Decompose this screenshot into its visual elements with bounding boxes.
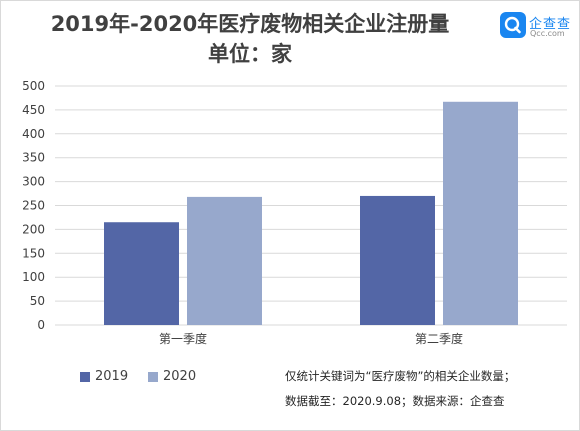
chart-title: 2019年-2020年医疗废物相关企业注册量 — [50, 12, 450, 36]
bar-2019-2 — [360, 195, 435, 325]
x-axis-labels: 第一季度 第二季度 — [159, 331, 463, 346]
y-tick-label: 200 — [22, 222, 45, 236]
chart-unit-subtitle: 单位：家 — [208, 42, 292, 66]
y-tick-label: 450 — [22, 103, 45, 117]
logo-name: 企查查 — [529, 17, 572, 32]
footnote-scope: 仅统计关键词为“医疗废物”的相关企业数量； — [285, 369, 516, 383]
bar-2020-1 — [187, 196, 262, 325]
y-tick-label: 400 — [22, 127, 45, 141]
y-tick-label: 500 — [22, 79, 45, 93]
legend-label-2020: 2020 — [163, 369, 197, 384]
y-axis-ticks: 0 50 100 150 200 250 300 350 400 450 500 — [22, 79, 45, 332]
x-category-label: 第二季度 — [415, 331, 463, 346]
brand-logo: 企查查 Qcc.com — [500, 12, 578, 42]
footnote-source: 数据截至：2020.9.08；数据来源：企查查 — [285, 394, 505, 408]
legend-swatch-2019 — [80, 371, 90, 382]
y-tick-label: 50 — [30, 294, 45, 308]
y-tick-label: 300 — [22, 175, 45, 189]
bar-2020-2 — [443, 101, 518, 325]
y-tick-label: 0 — [37, 318, 45, 332]
x-category-label: 第一季度 — [159, 331, 207, 346]
legend-swatch-2020 — [148, 371, 158, 382]
legend-item-2020: 2020 — [148, 369, 196, 384]
bar-2019-1 — [104, 222, 179, 325]
legend-label-2019: 2019 — [95, 369, 129, 384]
y-tick-label: 150 — [22, 246, 45, 260]
y-tick-label: 250 — [22, 199, 45, 213]
y-tick-label: 100 — [22, 270, 45, 284]
logo-domain: Qcc.com — [530, 29, 565, 38]
legend-item-2019: 2019 — [80, 369, 128, 384]
y-tick-label: 350 — [22, 151, 45, 165]
qcc-logo-icon — [500, 12, 526, 38]
bars — [104, 101, 518, 325]
